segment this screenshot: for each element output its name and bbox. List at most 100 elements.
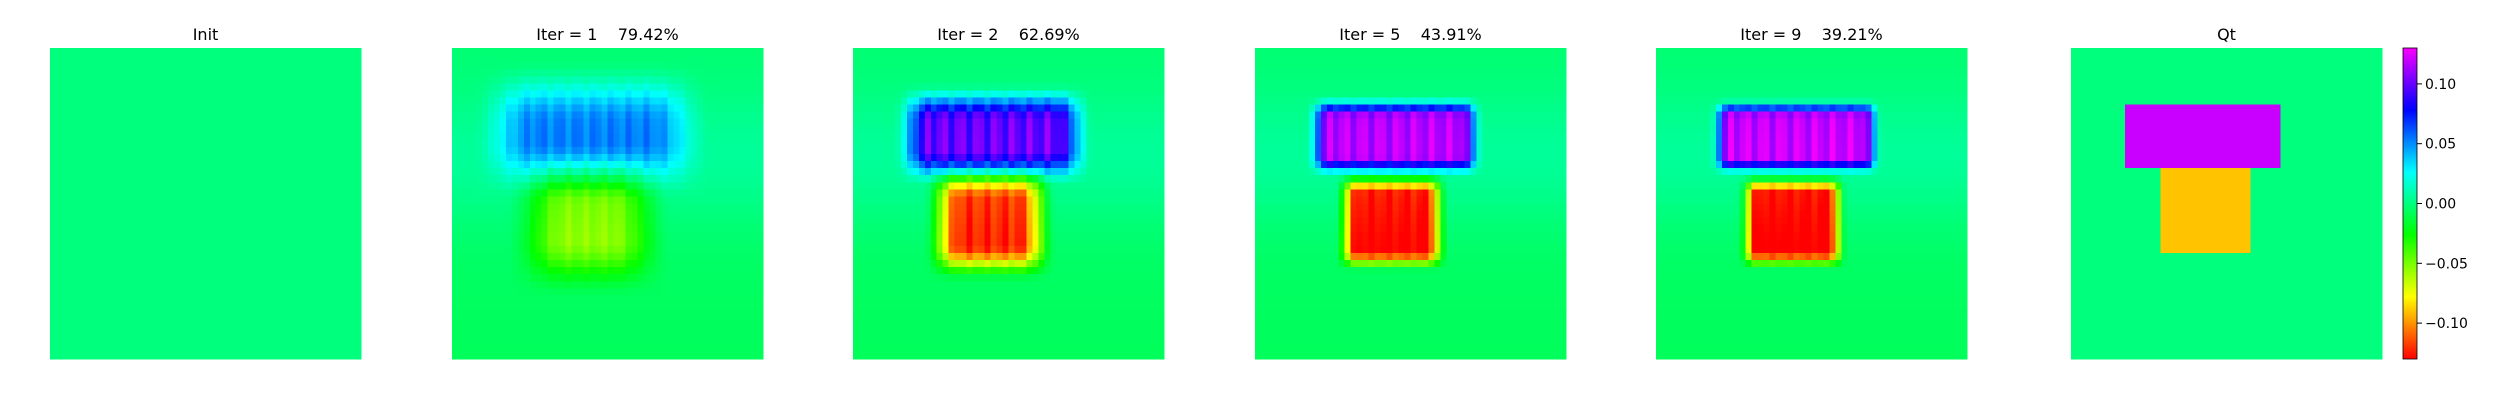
heatmap-cell <box>343 104 350 113</box>
heatmap-cell <box>259 351 266 360</box>
heatmap-cell <box>217 83 225 92</box>
heatmap-cell <box>559 302 567 311</box>
heatmap-cell <box>205 351 213 360</box>
heatmap-cell <box>547 104 555 113</box>
heatmap-cells <box>853 48 1165 360</box>
heatmap-cell <box>151 48 159 56</box>
heatmap-cells <box>452 48 764 360</box>
heatmap-cell <box>559 69 567 77</box>
heatmap-cell <box>541 337 549 346</box>
heatmap-cell <box>301 309 308 318</box>
heatmap-cell <box>235 83 242 92</box>
heatmap-cell <box>301 125 308 134</box>
heatmap-cell <box>966 62 974 70</box>
heatmap-cell <box>535 132 543 141</box>
heatmap-cell <box>469 316 477 325</box>
heatmap-cell <box>475 154 483 162</box>
heatmap-cell <box>139 168 147 176</box>
heatmap-cell <box>253 139 260 148</box>
heatmap-cell <box>319 48 326 56</box>
heatmap-cell <box>511 83 519 92</box>
heatmap-cell <box>307 344 314 353</box>
heatmap-cell <box>613 76 621 84</box>
heatmap-cell <box>169 281 177 289</box>
heatmap-cell <box>169 302 177 311</box>
heatmap-cell <box>139 76 147 84</box>
heatmap-cell <box>133 154 141 162</box>
heatmap-cell <box>452 62 459 70</box>
heatmap-cell <box>535 267 543 275</box>
heatmap-cell <box>745 154 752 162</box>
heatmap-cell <box>751 203 758 212</box>
heatmap-cell <box>85 97 93 106</box>
heatmap-cell <box>619 210 627 219</box>
heatmap-cell <box>271 281 278 289</box>
heatmap-cell <box>655 224 662 233</box>
heatmap-cell <box>253 175 260 183</box>
heatmap-cell <box>337 76 344 84</box>
heatmap-cell <box>115 118 123 127</box>
heatmap-cell <box>559 55 567 63</box>
heatmap-cell <box>643 210 650 219</box>
heatmap-cell <box>493 97 501 106</box>
heatmap-cell <box>469 309 477 318</box>
heatmap-cell <box>85 316 93 325</box>
heatmap-cell <box>882 62 890 70</box>
heatmap-cell <box>727 161 734 169</box>
heatmap-cell <box>265 189 272 198</box>
heatmap-cell <box>247 344 254 353</box>
heatmap-cell <box>121 330 129 339</box>
heatmap-cell <box>253 118 260 127</box>
heatmap-cell <box>205 161 213 169</box>
heatmap-cell <box>559 104 567 113</box>
heatmap-cell <box>655 132 662 141</box>
heatmap-cell <box>277 231 284 240</box>
heatmap-cell <box>1026 69 1034 77</box>
heatmap-cell <box>217 62 225 70</box>
heatmap-cell <box>601 146 609 155</box>
heatmap-cell <box>457 231 465 240</box>
heatmap-cell <box>661 62 668 70</box>
heatmap-cell <box>607 281 615 289</box>
heatmap-cell <box>565 69 573 77</box>
heatmap-cell <box>85 295 93 304</box>
heatmap-cell <box>565 210 573 219</box>
heatmap-cell <box>541 118 549 127</box>
heatmap-cell <box>541 182 549 190</box>
heatmap-cell <box>637 104 644 113</box>
heatmap-cell <box>205 76 213 84</box>
heatmap-cell <box>571 76 579 84</box>
heatmap-cell <box>918 76 926 84</box>
heatmap-cell <box>517 323 525 332</box>
heatmap-cell <box>121 132 129 141</box>
heatmap-cell <box>619 168 627 176</box>
heatmap-cell <box>301 267 308 275</box>
heatmap-cell <box>936 69 944 77</box>
heatmap-cell <box>613 316 621 325</box>
heatmap-cell <box>277 281 284 289</box>
heatmap-cell <box>193 111 201 120</box>
heatmap-cell <box>691 132 698 141</box>
heatmap-cell <box>481 260 489 268</box>
heatmap-cell <box>103 111 111 120</box>
heatmap-cell <box>703 316 710 325</box>
heatmap-cell <box>55 83 63 92</box>
heatmap-cell <box>613 217 621 226</box>
heatmap-cell <box>930 83 938 92</box>
heatmap-cell <box>511 231 519 240</box>
heatmap-cell <box>223 118 231 127</box>
heatmap-cell <box>589 217 597 226</box>
heatmap-cell <box>271 125 278 134</box>
heatmap-cell <box>691 217 698 226</box>
heatmap-cell <box>715 132 722 141</box>
heatmap-cell <box>229 217 236 226</box>
heatmap-cell <box>697 288 704 296</box>
heatmap-cell <box>1122 62 1129 70</box>
heatmap-cell <box>721 295 728 304</box>
heatmap-cell <box>1116 62 1123 70</box>
heatmap-cell <box>996 97 1004 106</box>
heatmap-cell <box>577 55 585 63</box>
heatmap-cell <box>139 111 147 120</box>
heatmap-cell <box>1146 55 1153 63</box>
heatmap-cell <box>565 217 573 226</box>
